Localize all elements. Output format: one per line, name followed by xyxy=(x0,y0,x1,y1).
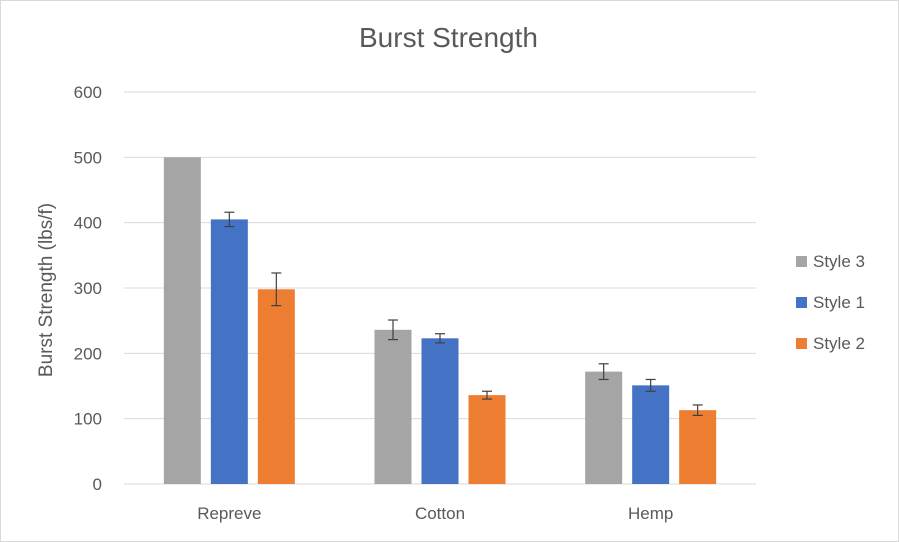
bar-style-3-hemp xyxy=(585,371,623,484)
legend: Style 3 Style 1 Style 2 xyxy=(796,252,865,353)
y-tick-label: 0 xyxy=(93,475,102,494)
error-bar xyxy=(388,319,398,341)
error-bar xyxy=(482,390,492,400)
legend-item: Style 3 xyxy=(796,252,865,271)
chart-title: Burst Strength xyxy=(359,22,538,53)
bar-style-2-cotton xyxy=(468,395,506,484)
bar-style-1-cotton xyxy=(421,338,459,484)
error-bars xyxy=(224,211,703,416)
x-axis-categories: Repreve Cotton Hemp xyxy=(197,504,673,523)
y-tick-label: 100 xyxy=(74,410,102,429)
y-axis-ticks: 0 100 200 300 400 500 600 xyxy=(74,83,102,494)
bar-style-3-repreve xyxy=(163,157,201,485)
error-bar xyxy=(692,404,703,416)
y-tick-label: 600 xyxy=(74,83,102,102)
bar-style-3-cotton xyxy=(374,329,412,484)
legend-swatch xyxy=(796,256,807,267)
bars xyxy=(163,157,717,485)
y-tick-label: 500 xyxy=(74,148,102,167)
y-tick-label: 200 xyxy=(74,344,102,363)
legend-label: Style 3 xyxy=(813,252,865,271)
bar-style-1-repreve xyxy=(210,219,248,484)
error-bar xyxy=(271,272,282,307)
error-bar xyxy=(224,211,235,228)
x-category-label: Cotton xyxy=(415,504,465,523)
legend-item: Style 1 xyxy=(796,293,865,312)
y-tick-label: 400 xyxy=(74,214,102,233)
error-bar xyxy=(645,378,656,392)
legend-swatch xyxy=(796,297,807,308)
y-axis-label: Burst Strength (lbs/f) xyxy=(36,203,57,377)
legend-item: Style 2 xyxy=(796,334,865,353)
error-bar xyxy=(598,363,609,381)
error-bar xyxy=(435,333,445,344)
x-category-label: Repreve xyxy=(197,504,261,523)
legend-swatch xyxy=(796,338,807,349)
y-tick-label: 300 xyxy=(74,279,102,298)
bar-style-2-hemp xyxy=(679,410,717,484)
legend-label: Style 1 xyxy=(813,293,865,312)
x-category-label: Hemp xyxy=(628,504,673,523)
bar-style-2-repreve xyxy=(257,289,295,484)
legend-label: Style 2 xyxy=(813,334,865,353)
bar-style-1-hemp xyxy=(632,385,670,484)
